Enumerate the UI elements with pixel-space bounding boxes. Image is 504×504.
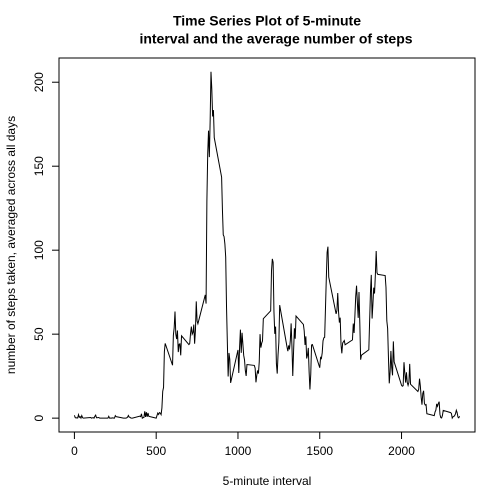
x-tick-label: 0	[71, 444, 78, 458]
y-tick-label: 0	[32, 414, 46, 421]
chart-title: Time Series Plot of 5-minute	[173, 13, 361, 29]
x-tick-label: 1000	[225, 444, 252, 458]
y-tick-label: 50	[32, 327, 46, 341]
x-tick-label: 2000	[388, 444, 415, 458]
y-tick-label: 200	[32, 72, 46, 92]
y-tick-label: 150	[32, 156, 46, 176]
x-tick-label: 1500	[306, 444, 333, 458]
plot-box	[58, 57, 476, 433]
y-axis-label: number of steps taken, averaged across a…	[4, 116, 18, 374]
x-axis-label: 5-minute interval	[223, 474, 312, 488]
chart-title: interval and the average number of steps	[139, 31, 412, 47]
series-line	[73, 71, 461, 420]
y-tick-label: 100	[32, 240, 46, 260]
x-tick-label: 500	[146, 444, 166, 458]
